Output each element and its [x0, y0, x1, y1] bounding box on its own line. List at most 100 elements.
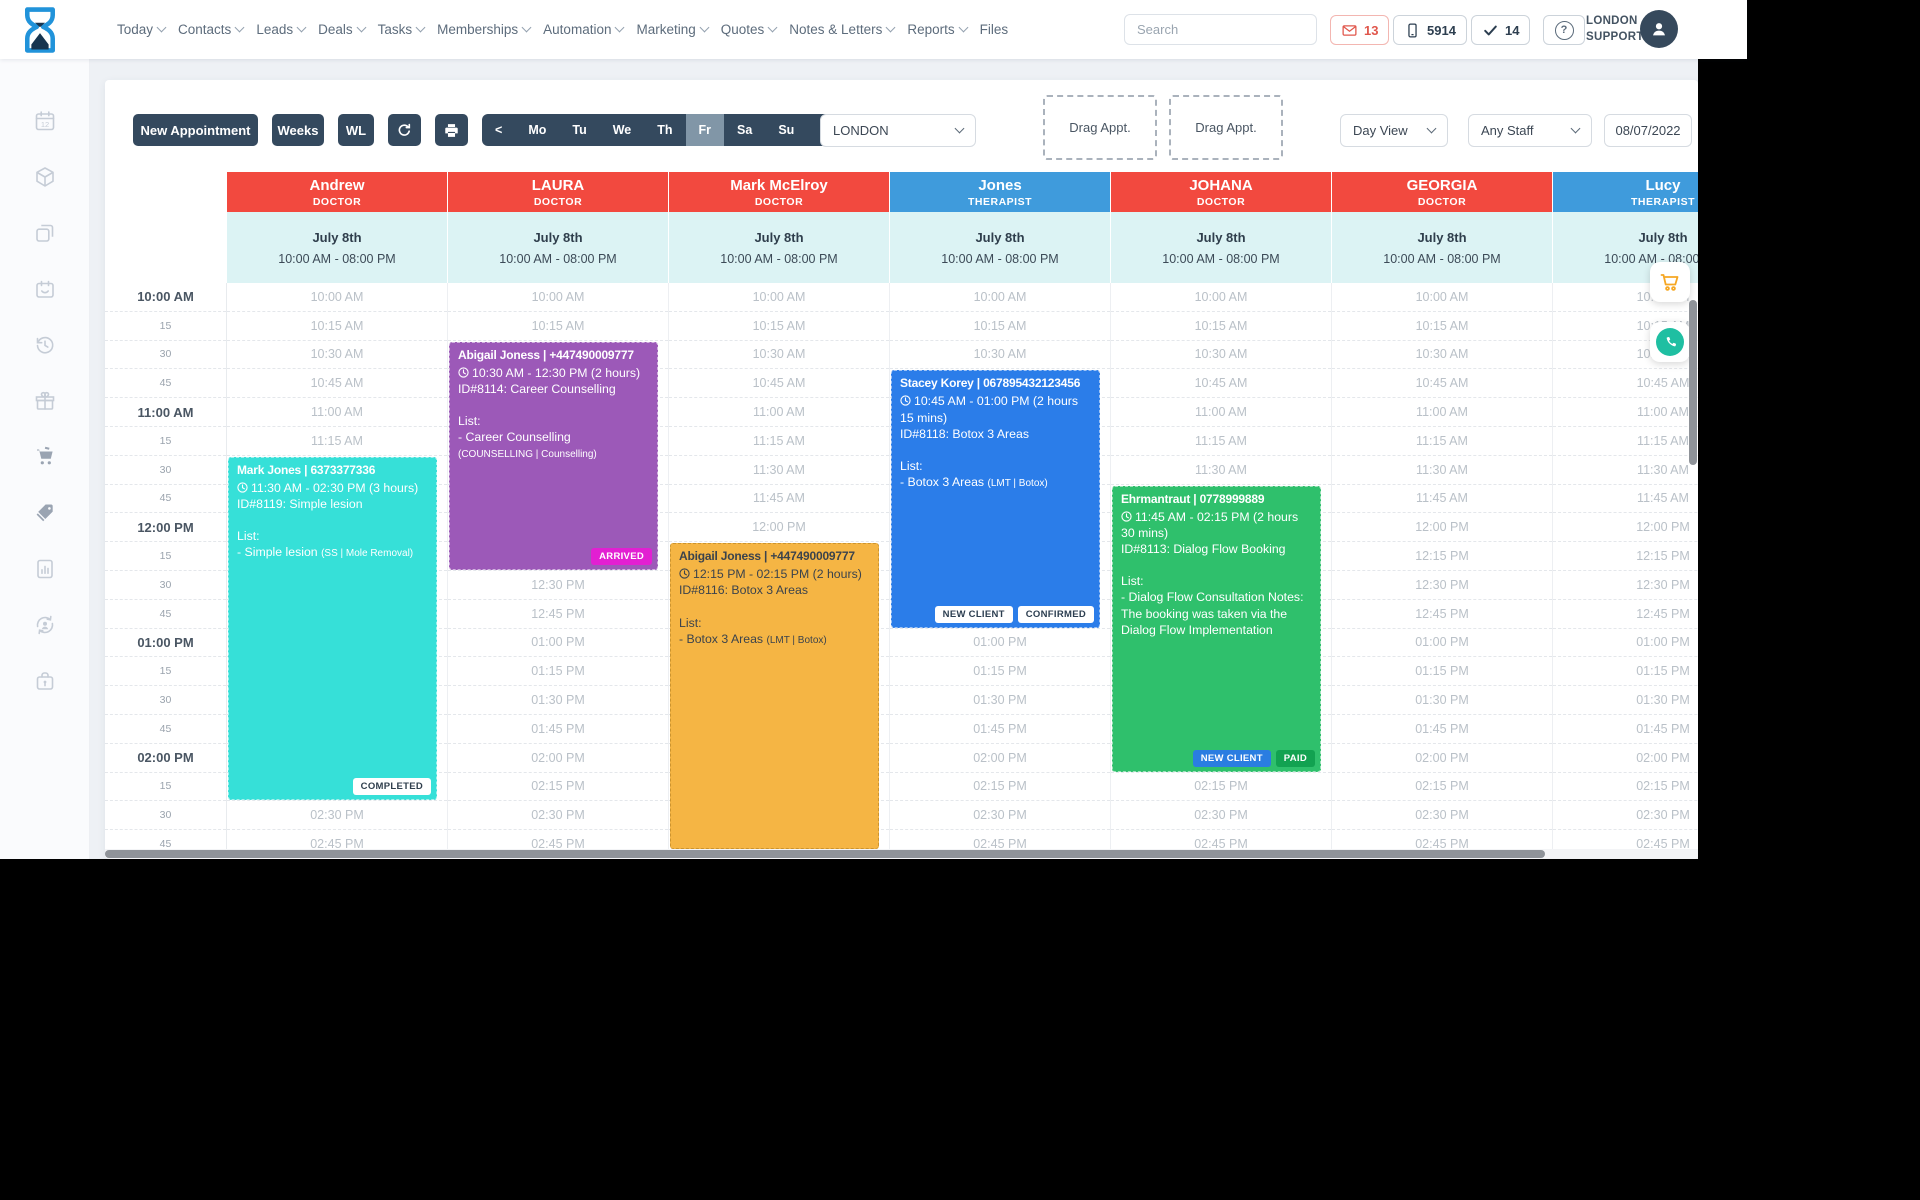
time-slot[interactable]: 01:30 PM — [448, 686, 668, 715]
staff-filter-select[interactable]: Any Staff — [1468, 114, 1592, 147]
time-slot[interactable]: 10:15 AM — [669, 312, 889, 341]
time-slot[interactable]: 11:00 AM — [1332, 398, 1552, 427]
time-slot[interactable]: 02:30 PM — [890, 801, 1110, 831]
vertical-scrollbar-thumb[interactable] — [1689, 300, 1697, 465]
time-slot[interactable]: 10:45 AM — [669, 369, 889, 399]
time-slot[interactable]: 01:15 PM — [890, 657, 1110, 687]
refresh-button[interactable] — [388, 114, 421, 146]
nav-item-notes-letters[interactable]: Notes & Letters — [789, 22, 896, 37]
time-slot[interactable]: 12:15 PM — [1332, 542, 1552, 571]
time-slot[interactable]: 02:00 PM — [1332, 744, 1552, 773]
time-slot[interactable]: 10:15 AM — [890, 312, 1110, 341]
time-slot[interactable]: 11:00 AM — [1553, 398, 1698, 427]
cart-fab-button[interactable] — [1650, 262, 1690, 302]
day-button-th[interactable]: Th — [657, 123, 673, 137]
time-slot[interactable]: 02:15 PM — [1553, 773, 1698, 802]
nav-item-automation[interactable]: Automation — [543, 22, 625, 37]
time-slot[interactable]: 12:15 PM — [1553, 542, 1698, 571]
time-slot[interactable]: 11:15 AM — [227, 427, 447, 456]
time-slot[interactable]: 01:00 PM — [1553, 629, 1698, 658]
time-slot[interactable]: 10:15 AM — [227, 312, 447, 341]
time-slot[interactable]: 11:30 AM — [1332, 456, 1552, 485]
time-slot[interactable]: 10:45 AM — [1111, 369, 1331, 399]
date-input[interactable]: 08/07/2022 — [1604, 114, 1692, 147]
time-slot[interactable]: 12:45 PM — [1332, 600, 1552, 629]
time-slot[interactable]: 12:00 PM — [1332, 513, 1552, 543]
time-slot[interactable]: 10:30 AM — [227, 341, 447, 370]
time-slot[interactable]: 12:00 PM — [669, 513, 889, 543]
time-slot[interactable]: 10:00 AM — [1332, 283, 1552, 312]
nav-item-quotes[interactable]: Quotes — [721, 22, 778, 37]
time-slot[interactable]: 01:15 PM — [1553, 657, 1698, 687]
report-icon[interactable] — [33, 557, 57, 581]
time-slot[interactable]: 11:15 AM — [1332, 427, 1552, 456]
nav-item-memberships[interactable]: Memberships — [437, 22, 532, 37]
time-slot[interactable]: 02:45 PM — [1111, 830, 1331, 849]
time-slot[interactable]: 11:30 AM — [1553, 456, 1698, 485]
staff-column-header-jones[interactable]: Jones THERAPIST — [890, 172, 1111, 212]
time-slot[interactable]: 02:00 PM — [1553, 744, 1698, 773]
prev-day-button[interactable]: < — [495, 123, 503, 137]
time-slot[interactable]: 10:30 AM — [1111, 341, 1331, 370]
phone-badge[interactable]: 5914 — [1393, 15, 1467, 45]
time-slot[interactable]: 11:15 AM — [669, 427, 889, 456]
time-slot[interactable]: 10:30 AM — [890, 341, 1110, 370]
time-slot[interactable]: 01:30 PM — [1332, 686, 1552, 715]
print-button[interactable] — [435, 114, 468, 146]
staff-column-header-georgia[interactable]: GEORGIA DOCTOR — [1332, 172, 1553, 212]
time-slot[interactable]: 01:30 PM — [890, 686, 1110, 715]
app-logo[interactable] — [20, 5, 60, 54]
time-slot[interactable]: 12:30 PM — [1332, 571, 1552, 600]
time-slot[interactable]: 10:00 AM — [669, 283, 889, 312]
time-slot[interactable]: 10:45 AM — [1332, 369, 1552, 399]
time-slot[interactable]: 11:15 AM — [1553, 427, 1698, 456]
time-slot[interactable]: 01:00 PM — [448, 629, 668, 658]
time-slot[interactable]: 10:00 AM — [448, 283, 668, 312]
day-button-sa[interactable]: Sa — [737, 123, 753, 137]
staff-column-header-johana[interactable]: JOHANA DOCTOR — [1111, 172, 1332, 212]
time-slot[interactable]: 10:00 AM — [890, 283, 1110, 312]
time-slot[interactable]: 12:30 PM — [448, 571, 668, 600]
nav-item-marketing[interactable]: Marketing — [636, 22, 710, 37]
gift-icon[interactable] — [33, 389, 57, 413]
client-sync-icon[interactable] — [33, 613, 57, 637]
time-slot[interactable]: 02:15 PM — [890, 773, 1110, 802]
time-slot[interactable]: 01:15 PM — [448, 657, 668, 687]
time-slot[interactable]: 02:45 PM — [890, 830, 1110, 849]
time-slot[interactable]: 02:45 PM — [448, 830, 668, 849]
location-select[interactable]: LONDON — [820, 114, 976, 147]
mail-badge[interactable]: 13 — [1330, 15, 1390, 45]
help-button[interactable]: ? — [1543, 15, 1585, 45]
staff-column-header-mark-mcelroy[interactable]: Mark McElroy DOCTOR — [669, 172, 890, 212]
drag-appointment-slot-1[interactable]: Drag Appt. — [1043, 95, 1157, 160]
time-slot[interactable]: 12:45 PM — [1553, 600, 1698, 629]
time-slot[interactable]: 12:00 PM — [1553, 513, 1698, 543]
horizontal-scrollbar-thumb[interactable] — [105, 850, 1545, 858]
time-slot[interactable]: 02:45 PM — [1553, 830, 1698, 849]
time-slot[interactable]: 10:30 AM — [1332, 341, 1552, 370]
staff-column-header-laura[interactable]: LAURA DOCTOR — [448, 172, 669, 212]
avatar[interactable] — [1640, 10, 1678, 48]
booking-icon[interactable] — [33, 277, 57, 301]
waitlist-button[interactable]: WL — [338, 114, 374, 146]
time-slot[interactable]: 02:30 PM — [448, 801, 668, 831]
day-button-su[interactable]: Su — [778, 123, 795, 137]
time-slot[interactable]: 02:00 PM — [448, 744, 668, 773]
time-slot[interactable]: 01:00 PM — [890, 629, 1110, 658]
time-slot[interactable]: 10:15 AM — [1111, 312, 1331, 341]
time-slot[interactable]: 11:00 AM — [669, 398, 889, 427]
time-slot[interactable]: 11:00 AM — [227, 398, 447, 427]
time-slot[interactable]: 01:30 PM — [1553, 686, 1698, 715]
appointment-card[interactable]: Mark Jones | 6373377336 11:30 AM - 02:30 … — [228, 456, 437, 801]
time-slot[interactable]: 02:30 PM — [1111, 801, 1331, 831]
time-slot[interactable]: 10:45 AM — [1553, 369, 1698, 399]
day-button-mo[interactable]: Mo — [528, 123, 547, 137]
time-slot[interactable]: 10:00 AM — [1111, 283, 1331, 312]
time-slot[interactable]: 12:30 PM — [1553, 571, 1698, 600]
time-slot[interactable]: 01:00 PM — [1332, 629, 1552, 658]
time-slot[interactable]: 01:45 PM — [1332, 715, 1552, 744]
time-slot[interactable]: 01:45 PM — [448, 715, 668, 744]
time-slot[interactable]: 11:15 AM — [1111, 427, 1331, 456]
time-slot[interactable]: 10:15 AM — [1332, 312, 1552, 341]
time-slot[interactable]: 10:30 AM — [669, 341, 889, 370]
